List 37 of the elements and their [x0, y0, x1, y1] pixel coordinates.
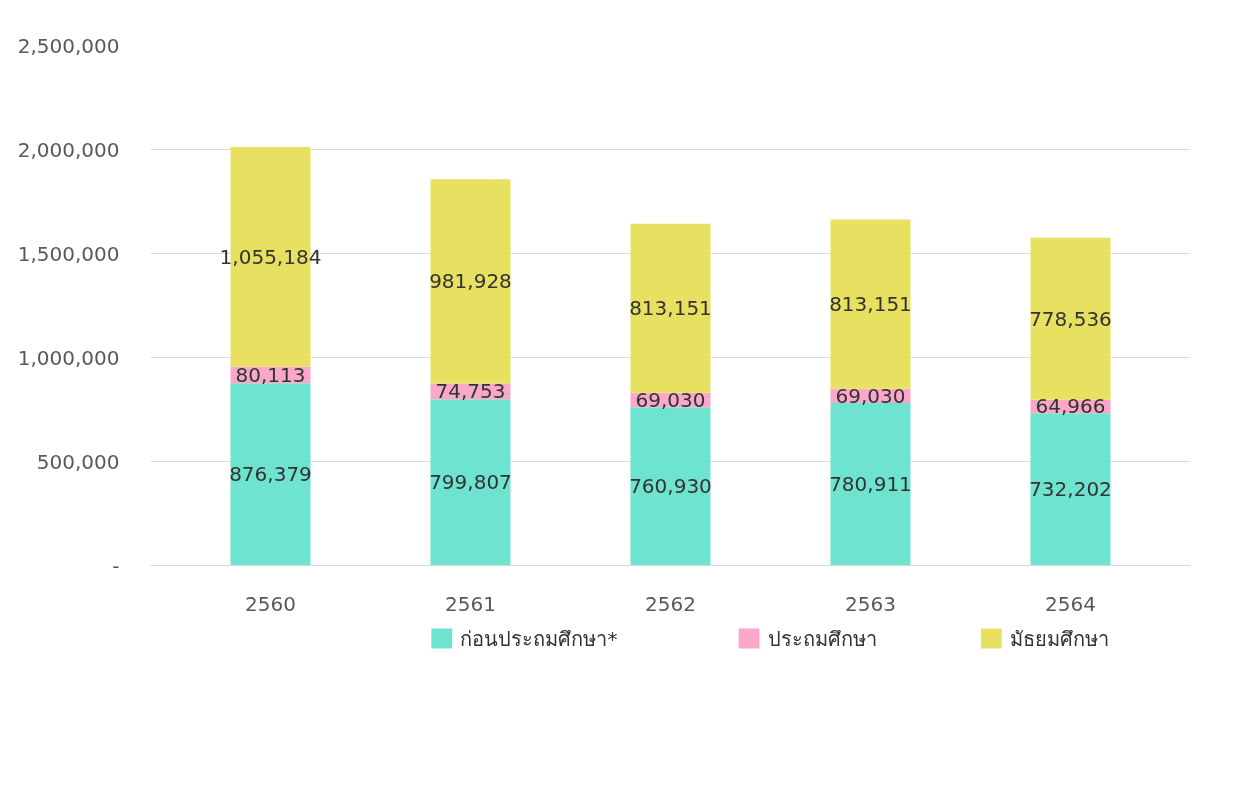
bar — [430, 179, 511, 384]
data-label: 778,536 — [1029, 306, 1112, 331]
x-tick-label: 2560 — [245, 591, 296, 616]
data-label: 80,113 — [235, 362, 306, 387]
data-label: 813,151 — [629, 296, 712, 321]
data-label: 64,966 — [1035, 394, 1106, 419]
x-tick-label: 2564 — [1045, 591, 1096, 616]
x-tick-label: 2561 — [445, 591, 496, 616]
bar — [630, 407, 711, 566]
data-label: 780,911 — [829, 472, 912, 497]
bar — [630, 223, 711, 393]
legend-label: มัธยมศึกษา — [1010, 626, 1110, 651]
bar — [830, 403, 911, 566]
bar — [1030, 237, 1111, 400]
y-tick-label: 1,500,000 — [17, 241, 120, 266]
y-tick-label: 1,000,000 — [17, 345, 120, 370]
bar — [1030, 413, 1111, 566]
x-tick-label: 2562 — [645, 591, 696, 616]
data-label: 813,151 — [829, 292, 912, 317]
legend-label: ก่อนประถมศึกษา* — [460, 626, 618, 651]
bar — [430, 399, 511, 566]
x-tick-label: 2563 — [845, 591, 896, 616]
data-label: 69,030 — [835, 383, 906, 408]
legend-label: ประถมศึกษา — [767, 626, 877, 651]
data-label: 732,202 — [1029, 477, 1112, 502]
data-label: 69,030 — [635, 388, 706, 413]
data-label: 799,807 — [429, 470, 512, 495]
y-tick-label: 2,000,000 — [17, 137, 120, 162]
y-tick-label: 2,500,000 — [17, 33, 120, 58]
data-label: 760,930 — [629, 474, 712, 499]
bar — [230, 383, 311, 566]
y-tick-label: 500,000 — [36, 449, 120, 474]
data-label: 74,753 — [435, 379, 506, 404]
data-label: 981,928 — [429, 269, 512, 294]
y-tick-label: - — [112, 553, 120, 578]
data-label: 876,379 — [229, 462, 312, 487]
bar — [830, 219, 911, 389]
